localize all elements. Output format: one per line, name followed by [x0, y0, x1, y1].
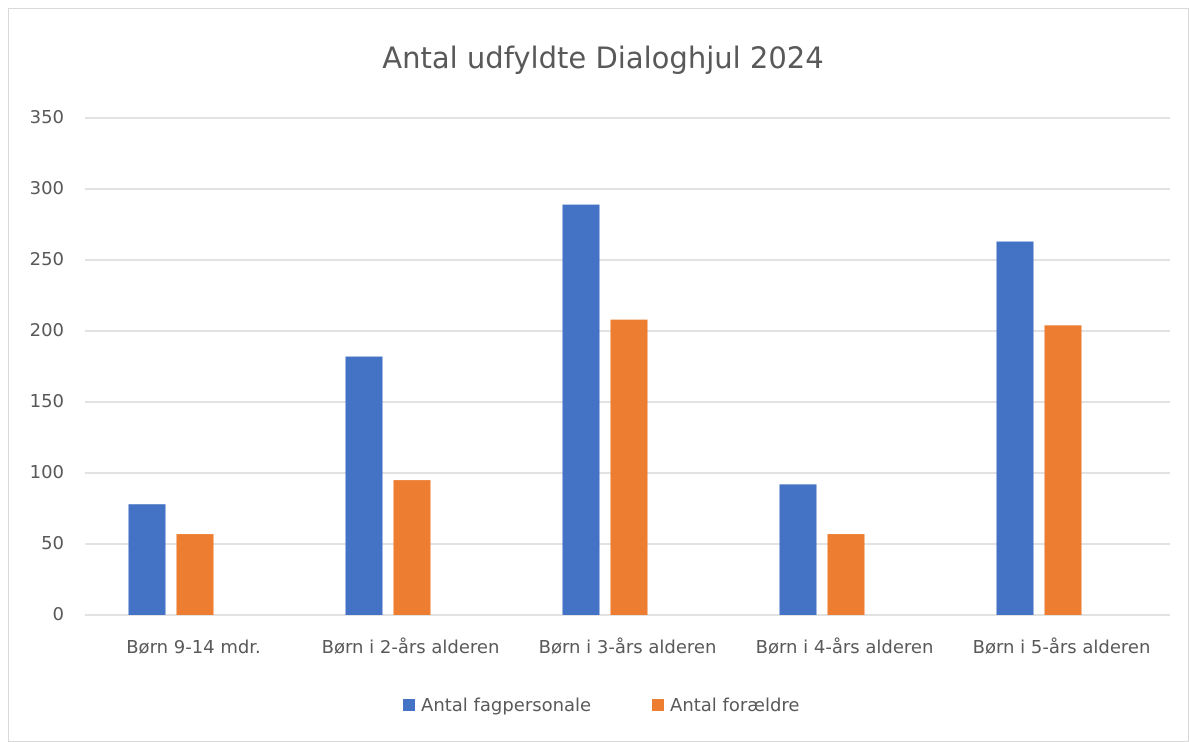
bar: [176, 534, 214, 615]
y-tick-label: 0: [53, 604, 64, 625]
x-tick-label: Børn i 5-års alderen: [973, 637, 1151, 658]
chart-title: Antal udfyldte Dialoghjul 2024: [382, 41, 823, 75]
x-tick-label: Børn i 3-års alderen: [539, 637, 717, 658]
bar: [996, 241, 1034, 616]
y-tick-label: 300: [30, 178, 64, 199]
bar: [610, 319, 648, 615]
y-tick-label: 50: [41, 533, 64, 554]
y-tick-label: 200: [30, 320, 64, 341]
x-tick-label: Børn i 4-års alderen: [756, 637, 934, 658]
bar: [1044, 325, 1082, 615]
x-tick-label: Børn i 2-års alderen: [322, 637, 500, 658]
x-tick-label: Børn 9-14 mdr.: [126, 637, 261, 658]
legend-swatch: [652, 699, 664, 711]
y-tick-label: 100: [30, 462, 64, 483]
legend-swatch: [403, 699, 415, 711]
legend-label: Antal forældre: [670, 695, 799, 716]
bar: [393, 480, 431, 615]
y-tick-label: 150: [30, 391, 64, 412]
y-tick-label: 350: [30, 107, 64, 128]
bar: [779, 484, 817, 615]
bar: [345, 356, 383, 615]
bar: [827, 534, 865, 615]
y-tick-label: 250: [30, 249, 64, 270]
bar: [128, 504, 166, 615]
bar: [562, 204, 600, 615]
legend-label: Antal fagpersonale: [421, 695, 591, 716]
